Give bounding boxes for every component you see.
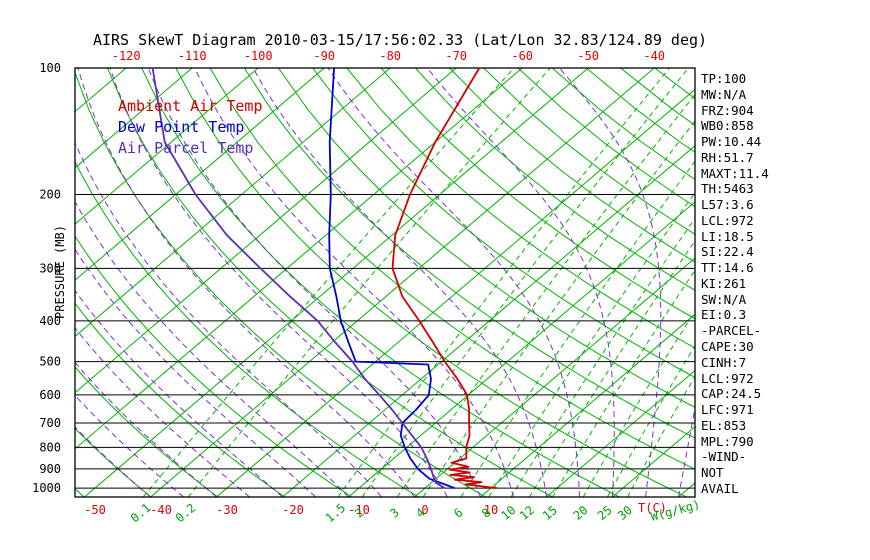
stat-line: PW:10.44 — [701, 134, 762, 150]
stat-line: TH:5463 — [701, 181, 754, 197]
bottom-temp-label: 10 — [484, 503, 498, 517]
pressure-tick-label: 100 — [39, 61, 61, 75]
stat-line: -PARCEL- — [701, 323, 762, 339]
temp-unit-label: T(C) — [638, 501, 667, 515]
mixing-ratio-label: 10 — [498, 503, 518, 523]
background-lines — [75, 68, 695, 497]
stat-line: MAXT:11.4 — [701, 165, 769, 181]
pressure-tick-label: 300 — [39, 261, 61, 275]
pressure-axis-label: PRESSURE (MB) — [53, 225, 67, 319]
pressure-tick-label: 800 — [39, 440, 61, 454]
mixing-ratio-label: 1.5 — [323, 501, 349, 526]
pressure-tick-label: 400 — [39, 314, 61, 328]
dry-adiabats — [75, 68, 695, 497]
top-temp-label: -100 — [244, 49, 273, 63]
pressure-tick-label: 1000 — [32, 481, 61, 495]
pressure-tick-label: 700 — [39, 416, 61, 430]
stat-line: LCL:972 — [701, 212, 754, 228]
legend-dew-point-temp: Dew Point Temp — [118, 118, 245, 136]
pressure-tick-label: 600 — [39, 388, 61, 402]
moist-adiabats — [75, 68, 695, 497]
stat-line: LFC:971 — [701, 402, 754, 418]
stat-line: NOT — [701, 465, 724, 481]
stat-line: CAP:24.5 — [701, 386, 762, 402]
stat-line: KI:261 — [701, 275, 747, 291]
stat-line: CAPE:30 — [701, 339, 754, 355]
stat-line: CINH:7 — [701, 354, 747, 370]
stats-panel: TP:100 MW:N/A FRZ:904 WB0:858 PW:10.44 RH:51.… — [701, 71, 769, 497]
mixing-ratio-label: 15 — [540, 503, 560, 523]
mixing-ratio-lines — [142, 68, 695, 497]
legend-air-parcel-temp: Air Parcel Temp — [118, 139, 254, 157]
mixing-ratio-label: 25 — [595, 503, 615, 523]
stat-line: SW:N/A — [701, 291, 747, 307]
stat-line: MPL:790 — [701, 433, 754, 449]
pressure-tick-label: 200 — [39, 187, 61, 201]
pressure-tick-label: 500 — [39, 355, 61, 369]
legend: Ambient Air Temp Dew Point Temp Air Parc… — [118, 96, 263, 159]
stat-line: EI:0.3 — [701, 307, 747, 323]
mixing-ratio-label: 12 — [517, 503, 537, 523]
top-temp-label: -90 — [313, 49, 335, 63]
top-temp-label: -80 — [379, 49, 401, 63]
bottom-temp-label: -20 — [282, 503, 304, 517]
stat-line: LCL:972 — [701, 370, 754, 386]
profile-curves — [151, 68, 498, 489]
top-temp-label: -60 — [511, 49, 533, 63]
top-temp-label: -70 — [445, 49, 467, 63]
mixing-ratio-label: 0.2 — [173, 501, 199, 526]
bottom-temp-label: -30 — [216, 503, 238, 517]
stat-line: TT:14.6 — [701, 260, 754, 276]
stat-line: WB0:858 — [701, 118, 754, 134]
top-temp-label: -50 — [577, 49, 599, 63]
mixing-ratio-label: 6 — [451, 505, 466, 520]
legend-ambient-air-temp: Ambient Air Temp — [118, 97, 263, 115]
stat-line: FRZ:904 — [701, 102, 754, 118]
stat-line: MW:N/A — [701, 86, 747, 102]
parcel-temp-curve — [151, 68, 446, 489]
stat-line: RH:51.7 — [701, 149, 754, 165]
pressure-tick-label: 900 — [39, 462, 61, 476]
dew-point-curve — [328, 68, 456, 489]
isotherms — [75, 68, 695, 497]
bottom-temp-label: -50 — [84, 503, 106, 517]
stat-line: AVAIL — [701, 480, 739, 496]
plot-border — [74, 67, 696, 498]
top-temp-label: -120 — [112, 49, 141, 63]
stat-line: EL:853 — [701, 417, 747, 433]
bottom-temp-label: -10 — [348, 503, 370, 517]
mixing-ratio-label: 20 — [571, 503, 591, 523]
mixing-ratio-label: 3 — [387, 505, 402, 520]
chart-title: AIRS SkewT Diagram 2010-03-15/17:56:02.3… — [92, 31, 708, 49]
stat-line: TP:100 — [701, 71, 747, 86]
ambient-temp-curve — [391, 68, 498, 489]
stat-line: SI:22.4 — [701, 244, 754, 260]
bottom-temp-label: -40 — [150, 503, 172, 517]
top-temp-label: -110 — [178, 49, 207, 63]
stat-line: -WIND- — [701, 449, 747, 465]
mixing-ratio-label: 30 — [615, 503, 635, 523]
bottom-temp-label: 0 — [421, 503, 428, 517]
stat-line: LI:18.5 — [701, 228, 754, 244]
top-temp-label: -40 — [643, 49, 665, 63]
stat-line: L57:3.6 — [701, 197, 754, 213]
